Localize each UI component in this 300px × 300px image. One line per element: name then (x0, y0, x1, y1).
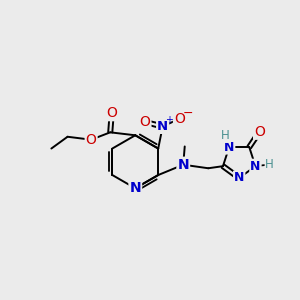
Text: O: O (106, 106, 117, 120)
Text: N: N (157, 120, 168, 133)
Text: N: N (250, 160, 261, 173)
Text: H: H (265, 158, 274, 171)
Text: N: N (234, 172, 244, 184)
Text: O: O (86, 133, 97, 147)
Text: +: + (164, 115, 172, 125)
Text: H: H (221, 129, 230, 142)
Text: O: O (174, 112, 185, 126)
Text: N: N (224, 141, 234, 154)
Text: N: N (177, 158, 189, 172)
Text: O: O (254, 125, 265, 139)
Text: −: − (182, 107, 193, 120)
Text: O: O (140, 115, 150, 129)
Text: N: N (130, 181, 141, 195)
